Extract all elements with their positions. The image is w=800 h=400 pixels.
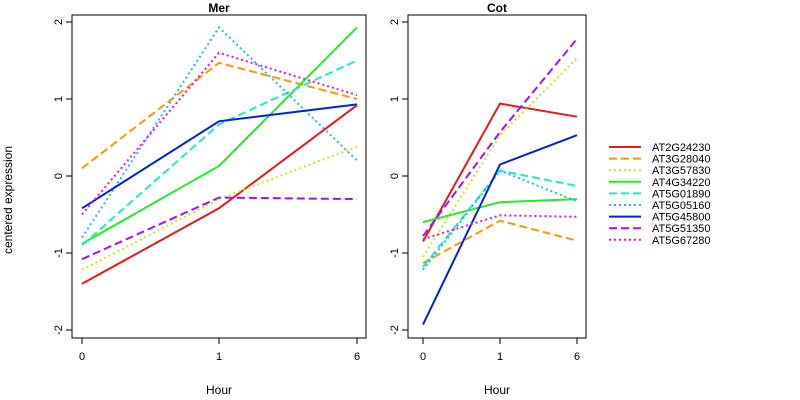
y-tick-label: -2 bbox=[389, 325, 401, 335]
y-tick-label: 2 bbox=[389, 19, 401, 25]
y-tick-label: 0 bbox=[53, 173, 65, 179]
legend-item: AT5G51350 bbox=[609, 223, 711, 235]
y-tick-label: 0 bbox=[389, 173, 401, 179]
legend-item: AT4G34220 bbox=[609, 177, 711, 189]
series-line-at5g05160 bbox=[81, 25, 358, 239]
y-tick-label: -1 bbox=[53, 248, 65, 258]
legend-label: AT5G67280 bbox=[652, 235, 711, 247]
series-line-at5g45800 bbox=[422, 134, 578, 326]
series-line-at5g45800 bbox=[81, 103, 358, 210]
legend-item: AT5G45800 bbox=[609, 212, 711, 224]
panel-title: Mer bbox=[208, 1, 230, 15]
legend-label: AT3G57830 bbox=[652, 165, 711, 177]
x-tick-label: 0 bbox=[79, 351, 85, 363]
panel-mer: Mer -2 -1 0 1 2 0 1 6 Hour bbox=[53, 1, 367, 397]
legend-label: AT4G34220 bbox=[652, 177, 711, 189]
x-tick-label: 1 bbox=[497, 351, 503, 363]
series-line-at4g34220 bbox=[81, 26, 358, 245]
y-tick-label: 2 bbox=[53, 19, 65, 25]
legend-label: AT5G05160 bbox=[652, 200, 711, 212]
x-tick-label: 0 bbox=[420, 351, 426, 363]
legend-label: AT3G28040 bbox=[652, 154, 711, 166]
series-line-at5g01890 bbox=[81, 59, 358, 247]
legend: AT2G24230AT3G28040AT3G57830AT4G34220AT5G… bbox=[609, 142, 711, 247]
series-line-at5g67280 bbox=[81, 51, 358, 216]
panel-cot: Cot -2 -1 0 1 2 0 1 6 Hour bbox=[389, 1, 587, 397]
legend-label: AT5G01890 bbox=[652, 188, 711, 200]
legend-item: AT5G05160 bbox=[609, 200, 711, 212]
legend-item: AT5G67280 bbox=[609, 235, 711, 247]
panels: Mer -2 -1 0 1 2 0 1 6 Hour Cot -2 -1 0 1 2 0 1 6 Hour bbox=[53, 1, 587, 397]
series-line-at3g57830 bbox=[422, 57, 578, 258]
x-tick-label: 1 bbox=[216, 351, 222, 363]
series-line-at5g05160 bbox=[422, 169, 578, 271]
y-axis-label: centered expression bbox=[1, 146, 15, 254]
panel-title: Cot bbox=[487, 1, 507, 15]
legend-item: AT3G57830 bbox=[609, 165, 711, 177]
x-axis-label: Hour bbox=[206, 383, 232, 397]
plot-frame bbox=[407, 14, 587, 339]
legend-item: AT5G01890 bbox=[609, 188, 711, 200]
legend-item: AT2G24230 bbox=[609, 142, 711, 154]
series-line-at5g51350 bbox=[422, 38, 578, 237]
series-line-at3g28040 bbox=[81, 61, 358, 170]
series-line-at3g57830 bbox=[81, 145, 358, 271]
series-line-at5g51350 bbox=[81, 196, 358, 261]
series-line-at5g01890 bbox=[422, 169, 578, 268]
legend-label: AT5G45800 bbox=[652, 212, 711, 224]
y-tick-label: -1 bbox=[389, 248, 401, 258]
x-tick-label: 6 bbox=[354, 351, 360, 363]
series-line-at2g24230 bbox=[81, 104, 358, 285]
y-tick-label: -2 bbox=[53, 325, 65, 335]
legend-label: AT5G51350 bbox=[652, 223, 711, 235]
legend-item: AT3G28040 bbox=[609, 154, 711, 166]
series-line-at5g67280 bbox=[422, 214, 578, 241]
y-tick-label: 1 bbox=[53, 96, 65, 102]
legend-label: AT2G24230 bbox=[652, 142, 711, 154]
y-tick-label: 1 bbox=[389, 96, 401, 102]
series-line-at2g24230 bbox=[422, 102, 578, 242]
x-tick-label: 6 bbox=[574, 351, 580, 363]
series-line-at4g34220 bbox=[422, 198, 578, 224]
x-axis-label: Hour bbox=[484, 383, 510, 397]
series-line-at3g28040 bbox=[422, 219, 578, 264]
